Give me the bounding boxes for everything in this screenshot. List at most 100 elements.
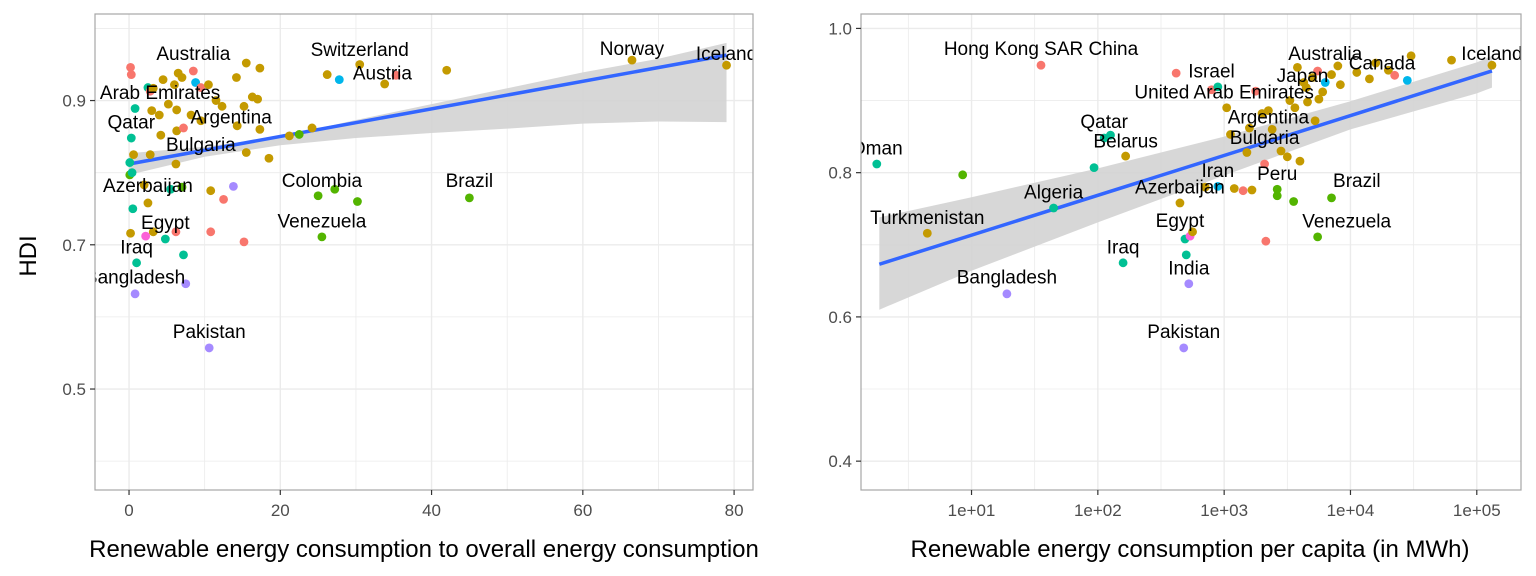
right-x-axis-title: Renewable energy consumption per capita … [911,536,1470,563]
left-x-tick-label: 60 [573,501,592,520]
right-data-point [1175,198,1185,208]
right-point-label: Venezuela [1302,211,1391,232]
left-data-point [206,227,216,237]
right-data-point [1313,232,1323,242]
left-data-point [322,70,332,79]
right-y-tick-label: 0.8 [828,164,852,183]
left-data-point [307,123,317,133]
left-data-point [126,62,135,72]
left-data-point [148,227,158,237]
right-x-tick-label: 1e+01 [948,501,996,520]
left-data-point [232,121,242,131]
left-x-tick-label: 20 [271,501,290,520]
left-data-point [143,198,153,208]
right-data-point [1289,197,1299,206]
left-data-point [204,343,214,353]
left-data-point [239,237,249,247]
right-point-label: Oman [851,139,903,160]
left-data-point [206,186,216,196]
right-data-point [1089,163,1099,173]
right-point-label: Iran [1201,161,1234,182]
left-data-point [154,110,164,120]
left-data-point [229,181,238,191]
left-x-tick-label: 40 [422,501,441,520]
right-data-point [1263,106,1273,116]
left-data-point [126,133,136,143]
left-data-point [188,66,198,76]
right-data-point [1320,78,1330,87]
left-data-point [186,110,196,120]
left-point-label: Iceland [696,44,757,65]
right-x-tick-label: 1e+05 [1453,501,1501,520]
right-point-label: Egypt [1156,211,1205,232]
left-data-point [232,73,241,82]
right-data-point [1335,80,1345,90]
left-data-point [334,75,344,85]
right-point-label: Pakistan [1147,322,1220,343]
right-data-point [1290,103,1300,113]
left-data-point [172,126,182,136]
right-x-tick-label: 1e+03 [1200,501,1248,520]
right-data-point [1308,73,1317,82]
right-data-point [922,228,932,238]
right-data-point [1106,130,1115,140]
left-point-label: Norway [600,39,665,60]
left-point-label: Qatar [108,113,156,134]
right-data-point [1371,58,1381,68]
left-y-axis-title: HDI [15,235,42,276]
right-data-point [1242,148,1252,157]
right-point-label: Israel [1188,61,1234,82]
right-point-label: Bangladesh [957,268,1057,289]
left-data-point [255,63,265,73]
left-data-point [294,130,304,139]
left-data-point [177,73,187,82]
left-data-point [204,80,213,90]
left-data-point [129,150,138,160]
right-data-point [1303,97,1312,107]
left-data-point [219,194,228,204]
right-data-point [1318,87,1328,97]
right-panel-border [860,13,1522,491]
right-point-label: Hong Kong SAR China [944,39,1139,60]
left-point-label: Brazil [446,171,494,192]
left-data-point [179,250,188,260]
left-point-label: Bangladesh [85,268,185,289]
left-regression-line [128,53,727,166]
right-data-point [1181,250,1191,260]
right-point-label: Iceland [1461,44,1522,65]
right-data-point [1247,185,1257,195]
left-scatter-panel: Australia Switzerland Norway Iceland Austria… [41,13,757,520]
right-data-point [1272,184,1282,194]
left-data-point [127,168,137,178]
right-data-point [1213,181,1223,191]
left-data-point [132,258,141,268]
right-y-tick-label: 1.0 [828,19,852,38]
left-data-point [158,75,168,85]
left-point-label: United Arab Emirates [41,83,221,104]
left-point-label: Argentina [190,108,272,129]
left-data-point [211,96,221,105]
left-data-point [464,193,474,203]
right-data-point [1314,94,1324,104]
left-y-tick-label: 0.7 [62,236,86,255]
right-point-label: Canada [1349,54,1416,75]
left-data-point [239,101,249,111]
left-data-point [253,94,263,104]
left-point-label: Azerbaijan [103,176,193,197]
left-data-point [166,184,176,194]
left-point-label: Australia [156,44,230,65]
left-x-axis-title: Renewable energy consumption to overall … [89,536,759,563]
right-point-label: Brazil [1333,171,1381,192]
left-data-point [196,116,206,126]
right-data-point [1310,116,1320,126]
left-data-point [148,83,158,93]
left-point-label: Bulgaria [166,135,236,156]
right-data-point [1184,279,1194,289]
left-data-point [147,106,157,116]
right-y-tick-label: 0.4 [828,452,852,471]
right-point-label: Iraq [1107,237,1140,258]
right-data-point [1276,146,1286,156]
left-data-point [126,70,136,79]
right-point-label: Australia [1288,44,1362,65]
